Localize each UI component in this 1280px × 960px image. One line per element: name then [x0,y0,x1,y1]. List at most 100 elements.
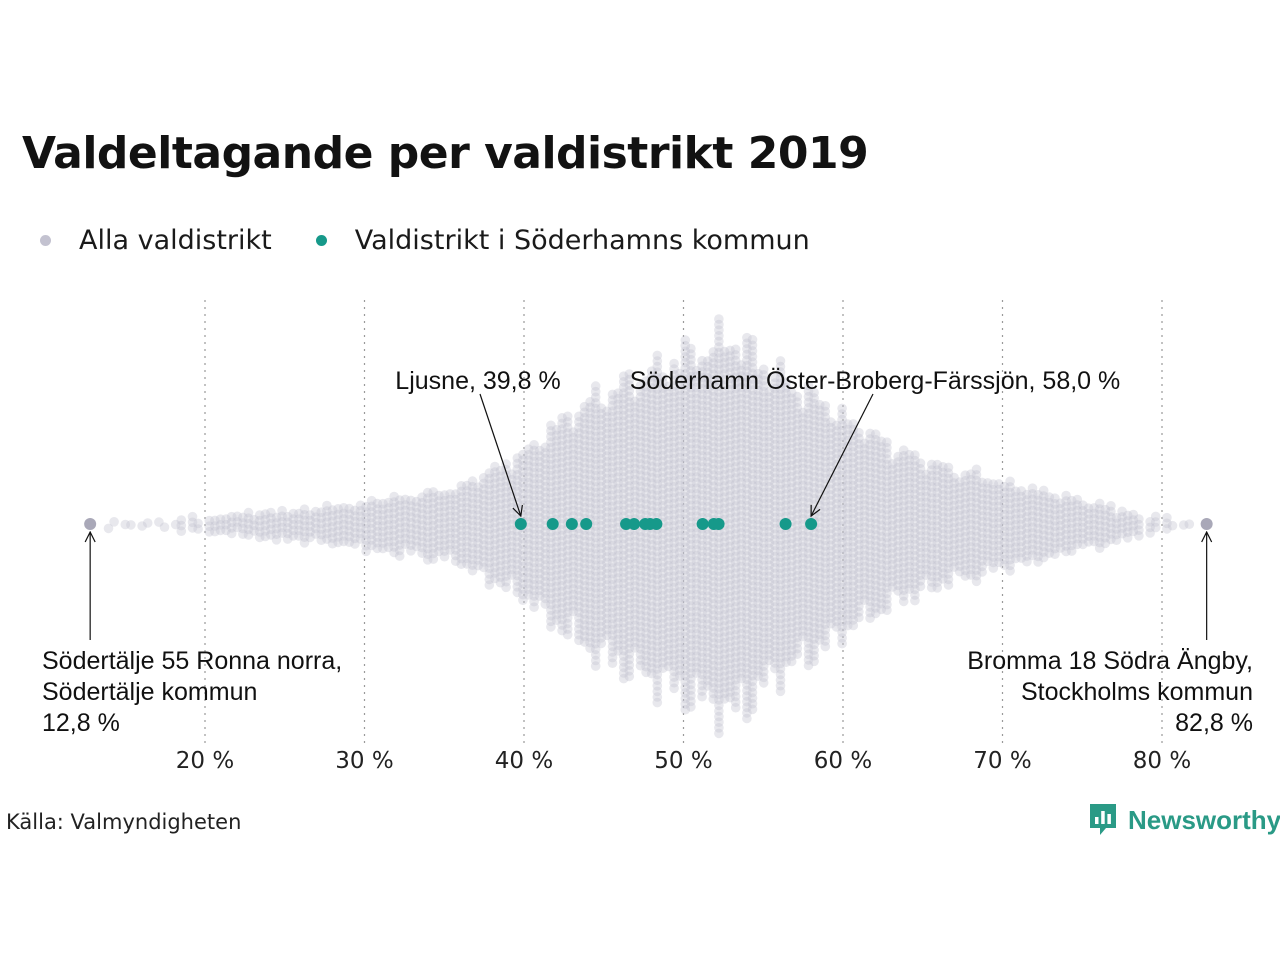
district-point [506,564,517,575]
district-point [439,551,450,562]
district-point [338,508,349,519]
district-point [484,496,495,506]
district-point [338,536,349,547]
district-point [422,493,433,503]
district-point [490,461,500,472]
district-point [490,528,500,539]
district-point [473,521,483,532]
district-point [383,497,394,508]
district-point [445,522,455,533]
district-point [355,522,366,533]
legend-label-all: Alla valdistrikt [79,224,272,256]
district-point [478,495,489,505]
district-point [372,543,383,554]
district-point [406,534,416,545]
district-point [142,518,153,528]
district-point [322,523,332,533]
district-point [422,510,433,520]
district-point [238,518,248,528]
district-point [495,482,506,493]
district-point [501,548,511,559]
district-point [518,573,528,583]
district-point [422,487,433,498]
x-tick-label: 20 % [176,748,234,774]
district-point [299,504,310,514]
district-point [282,528,293,539]
district-point [417,514,427,525]
district-point [350,528,360,538]
district-point [361,501,371,512]
district-point [529,546,539,556]
district-point [506,570,517,580]
district-point [428,487,439,497]
district-point [512,531,523,542]
newsworthy-logo-icon [1090,804,1116,835]
district-point [400,517,411,527]
district-point [490,495,500,505]
district-point [322,517,332,528]
district-point [792,649,803,659]
district-point [467,554,478,565]
district-point [439,501,450,512]
district-point [338,503,349,513]
district-point [417,537,427,547]
district-point [238,512,248,523]
district-point [882,605,892,615]
district-point [434,496,444,506]
district-point [305,515,315,526]
district-point [394,506,405,517]
legend-marker-all [40,234,51,246]
district-point [277,511,287,522]
district-point [327,510,338,521]
district-point [299,521,310,531]
annotation-bromma-line: 82,8 % [1175,709,1253,737]
district-point [518,595,528,605]
district-point [467,504,478,514]
district-point [394,517,405,528]
district-point [529,585,539,596]
district-point [344,526,355,536]
district-point [462,553,472,564]
district-point [238,529,248,539]
district-point [226,511,237,522]
district-point [462,525,472,536]
district-point [411,530,422,540]
x-tick-label: 60 % [814,748,872,774]
district-point [294,520,304,530]
district-point [484,507,495,517]
district-point [428,554,439,564]
district-point [389,536,399,547]
district-point [478,501,489,511]
district-point [467,498,478,509]
district-point [193,524,203,534]
district-point [428,537,439,548]
district-point [523,539,534,550]
district-point [394,523,405,533]
district-point [445,511,455,522]
district-point [299,532,310,542]
district-point [282,523,293,533]
district-point [277,522,287,533]
district-point [495,527,506,538]
district-point [428,520,439,531]
district-point [529,529,539,540]
district-point [456,531,467,541]
district-point [389,502,399,513]
district-point [523,489,534,499]
district-point [462,547,472,558]
district-point [484,518,495,529]
district-point [372,526,383,537]
legend-marker-soderhamn [315,234,327,246]
district-point [518,466,528,477]
district-point [417,498,427,508]
x-axis-ticks: 20 % 30 % 40 % 50 % 60 % 70 % 80 % [176,748,1191,774]
district-point [400,505,411,516]
district-point [462,480,472,491]
district-point [467,476,478,486]
district-point [366,535,377,545]
district-point [490,478,500,489]
district-point [400,494,411,505]
district-point [462,503,472,513]
district-point [523,450,534,460]
district-point [529,596,539,607]
